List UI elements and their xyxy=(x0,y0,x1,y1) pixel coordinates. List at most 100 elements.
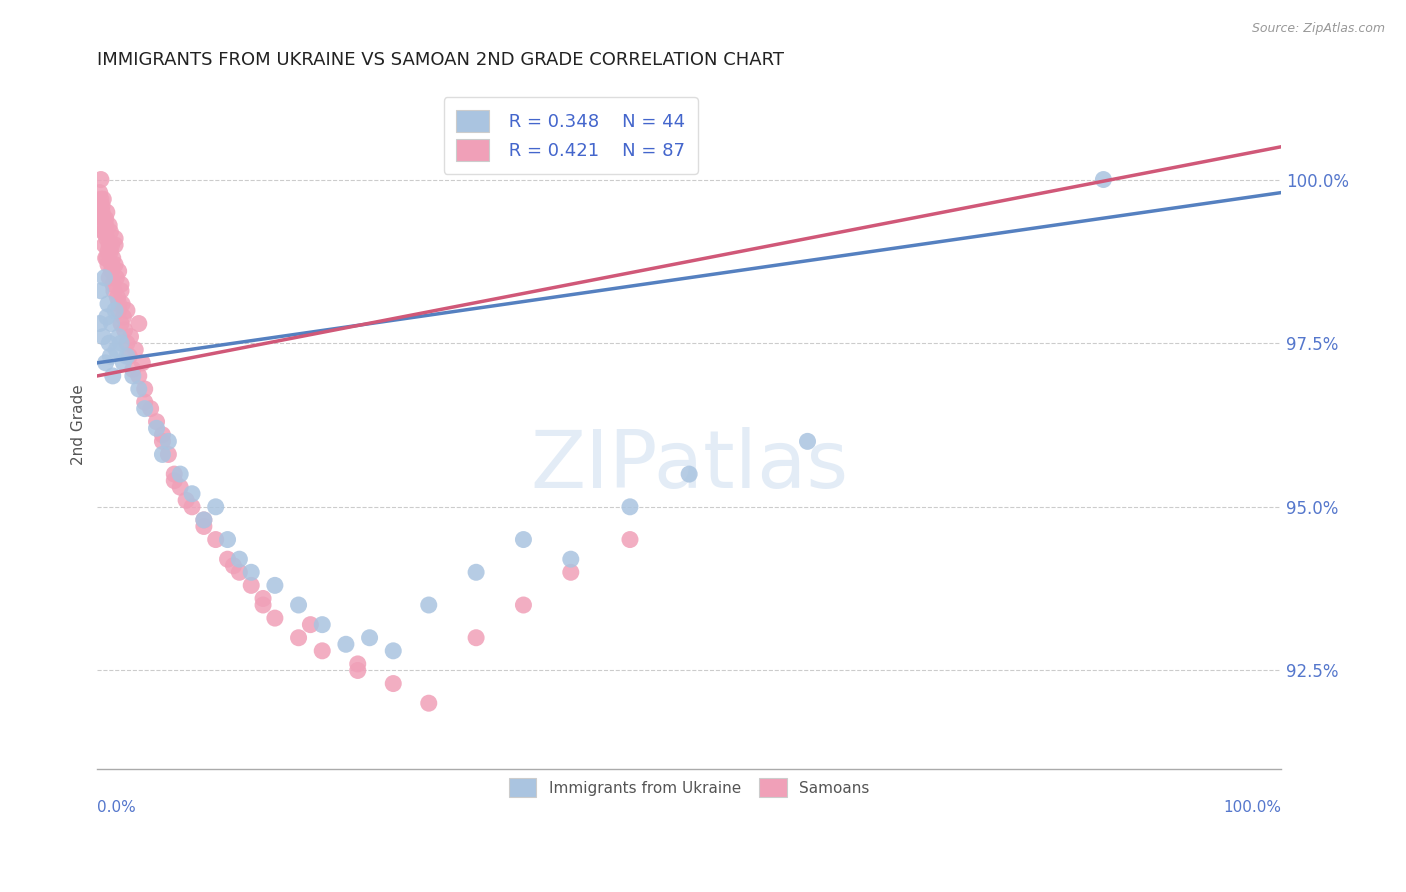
Point xyxy=(287,631,309,645)
Point xyxy=(101,251,124,265)
Point xyxy=(193,513,215,527)
Point xyxy=(96,231,118,245)
Point xyxy=(228,552,250,566)
Point xyxy=(96,205,118,219)
Point xyxy=(217,552,239,566)
Point xyxy=(128,317,150,331)
Point xyxy=(193,513,215,527)
Point xyxy=(204,500,226,514)
Point xyxy=(112,310,135,324)
Point xyxy=(217,533,239,547)
Text: ZIPatlas: ZIPatlas xyxy=(530,427,848,505)
Point xyxy=(104,238,127,252)
Point xyxy=(104,258,127,272)
Point xyxy=(152,447,174,461)
Point xyxy=(107,264,129,278)
Point xyxy=(115,349,138,363)
Point xyxy=(94,356,117,370)
Point xyxy=(128,368,150,383)
Point xyxy=(90,192,112,206)
Point xyxy=(359,631,381,645)
Point xyxy=(299,617,322,632)
Point xyxy=(91,211,114,226)
Point xyxy=(101,368,124,383)
Point xyxy=(346,664,368,678)
Point xyxy=(93,225,115,239)
Point xyxy=(465,631,488,645)
Point xyxy=(90,284,112,298)
Point xyxy=(98,238,121,252)
Point xyxy=(98,225,121,239)
Point xyxy=(163,474,186,488)
Point xyxy=(240,578,263,592)
Point xyxy=(91,225,114,239)
Point xyxy=(264,611,287,625)
Text: IMMIGRANTS FROM UKRAINE VS SAMOAN 2ND GRADE CORRELATION CHART: IMMIGRANTS FROM UKRAINE VS SAMOAN 2ND GR… xyxy=(97,51,785,69)
Point xyxy=(181,500,204,514)
Point xyxy=(193,519,215,533)
Point xyxy=(131,356,153,370)
Point xyxy=(90,172,112,186)
Point xyxy=(110,284,132,298)
Point xyxy=(145,415,167,429)
Point xyxy=(121,368,143,383)
Point xyxy=(120,329,142,343)
Point xyxy=(382,676,405,690)
Point xyxy=(418,598,440,612)
Point xyxy=(128,382,150,396)
Point xyxy=(152,427,174,442)
Point xyxy=(97,244,120,259)
Point xyxy=(311,617,333,632)
Point xyxy=(264,578,287,592)
Point xyxy=(204,533,226,547)
Legend: Immigrants from Ukraine, Samoans: Immigrants from Ukraine, Samoans xyxy=(496,766,882,809)
Point xyxy=(112,356,135,370)
Point xyxy=(97,297,120,311)
Y-axis label: 2nd Grade: 2nd Grade xyxy=(72,384,86,466)
Point xyxy=(222,558,245,573)
Point xyxy=(96,251,118,265)
Point xyxy=(89,317,111,331)
Point xyxy=(90,219,112,233)
Point xyxy=(104,231,127,245)
Point xyxy=(619,500,641,514)
Point xyxy=(111,297,134,311)
Point xyxy=(465,566,488,580)
Point xyxy=(107,303,129,318)
Point xyxy=(134,382,156,396)
Point xyxy=(512,598,534,612)
Point xyxy=(91,329,114,343)
Point xyxy=(105,270,128,285)
Point xyxy=(252,598,274,612)
Point xyxy=(114,323,136,337)
Point xyxy=(103,284,125,298)
Point xyxy=(107,297,129,311)
Point xyxy=(134,401,156,416)
Point xyxy=(107,290,129,304)
Point xyxy=(169,467,191,481)
Text: 100.0%: 100.0% xyxy=(1223,799,1281,814)
Point xyxy=(619,533,641,547)
Point xyxy=(311,644,333,658)
Point xyxy=(560,566,582,580)
Point xyxy=(94,219,117,233)
Point xyxy=(98,349,121,363)
Point xyxy=(181,487,204,501)
Point xyxy=(100,264,122,278)
Point xyxy=(145,421,167,435)
Point xyxy=(346,657,368,671)
Point xyxy=(89,186,111,200)
Point xyxy=(157,434,180,449)
Point xyxy=(98,219,121,233)
Point xyxy=(110,336,132,351)
Point xyxy=(163,467,186,481)
Point xyxy=(512,533,534,547)
Point xyxy=(91,192,114,206)
Point xyxy=(287,598,309,612)
Point xyxy=(100,317,122,331)
Point xyxy=(100,238,122,252)
Point xyxy=(98,270,121,285)
Point xyxy=(121,362,143,376)
Point xyxy=(678,467,700,481)
Point xyxy=(169,480,191,494)
